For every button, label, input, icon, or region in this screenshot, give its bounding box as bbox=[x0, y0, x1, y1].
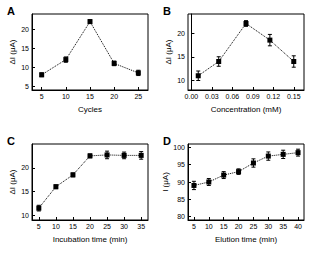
svg-text:Concentration (mM): Concentration (mM) bbox=[211, 105, 282, 114]
svg-text:B: B bbox=[163, 5, 171, 17]
svg-text:35: 35 bbox=[137, 223, 145, 230]
svg-text:20: 20 bbox=[110, 93, 118, 100]
svg-text:10: 10 bbox=[21, 212, 29, 219]
svg-text:15: 15 bbox=[86, 93, 94, 100]
svg-text:25: 25 bbox=[134, 93, 142, 100]
svg-text:0.15: 0.15 bbox=[287, 93, 301, 100]
svg-text:15: 15 bbox=[69, 223, 77, 230]
svg-text:A: A bbox=[7, 5, 15, 17]
svg-text:20: 20 bbox=[21, 26, 29, 33]
svg-text:95: 95 bbox=[177, 161, 185, 168]
svg-text:80: 80 bbox=[177, 213, 185, 220]
svg-text:10: 10 bbox=[62, 93, 70, 100]
svg-text:15: 15 bbox=[177, 53, 185, 60]
svg-text:10: 10 bbox=[205, 223, 213, 230]
svg-text:35: 35 bbox=[279, 223, 287, 230]
svg-text:5: 5 bbox=[25, 83, 29, 90]
svg-text:15: 15 bbox=[21, 45, 29, 52]
svg-text:0.06: 0.06 bbox=[226, 93, 240, 100]
svg-text:25: 25 bbox=[250, 223, 258, 230]
svg-text:5: 5 bbox=[40, 93, 44, 100]
svg-text:0.03: 0.03 bbox=[205, 93, 219, 100]
svg-text:90: 90 bbox=[177, 179, 185, 186]
svg-text:10: 10 bbox=[21, 64, 29, 71]
svg-text:20: 20 bbox=[177, 30, 185, 37]
svg-text:0.09: 0.09 bbox=[246, 93, 260, 100]
svg-text:Elution time (min): Elution time (min) bbox=[215, 235, 278, 244]
svg-text:5: 5 bbox=[37, 223, 41, 230]
svg-text:40: 40 bbox=[294, 223, 302, 230]
svg-text:25: 25 bbox=[103, 223, 111, 230]
svg-text:20: 20 bbox=[21, 164, 29, 171]
svg-text:5: 5 bbox=[192, 223, 196, 230]
svg-text:10: 10 bbox=[177, 77, 185, 84]
svg-text:ΔI (μA): ΔI (μA) bbox=[8, 39, 17, 64]
svg-text:I (μA): I (μA) bbox=[161, 172, 170, 192]
svg-text:C: C bbox=[7, 135, 15, 147]
svg-text:30: 30 bbox=[120, 223, 128, 230]
svg-text:D: D bbox=[163, 135, 171, 147]
svg-text:10: 10 bbox=[52, 223, 60, 230]
svg-text:0.12: 0.12 bbox=[266, 93, 280, 100]
svg-text:30: 30 bbox=[264, 223, 272, 230]
svg-text:20: 20 bbox=[86, 223, 94, 230]
svg-text:ΔI (μA): ΔI (μA) bbox=[8, 169, 17, 194]
svg-text:0.00: 0.00 bbox=[185, 93, 199, 100]
svg-text:ΔI (μA): ΔI (μA) bbox=[164, 39, 173, 64]
svg-text:Incubation time (min): Incubation time (min) bbox=[53, 235, 128, 244]
svg-text:100: 100 bbox=[173, 144, 185, 151]
svg-text:15: 15 bbox=[220, 223, 228, 230]
svg-text:20: 20 bbox=[235, 223, 243, 230]
svg-text:Cycles: Cycles bbox=[78, 105, 102, 114]
svg-text:85: 85 bbox=[177, 196, 185, 203]
svg-text:15: 15 bbox=[21, 188, 29, 195]
